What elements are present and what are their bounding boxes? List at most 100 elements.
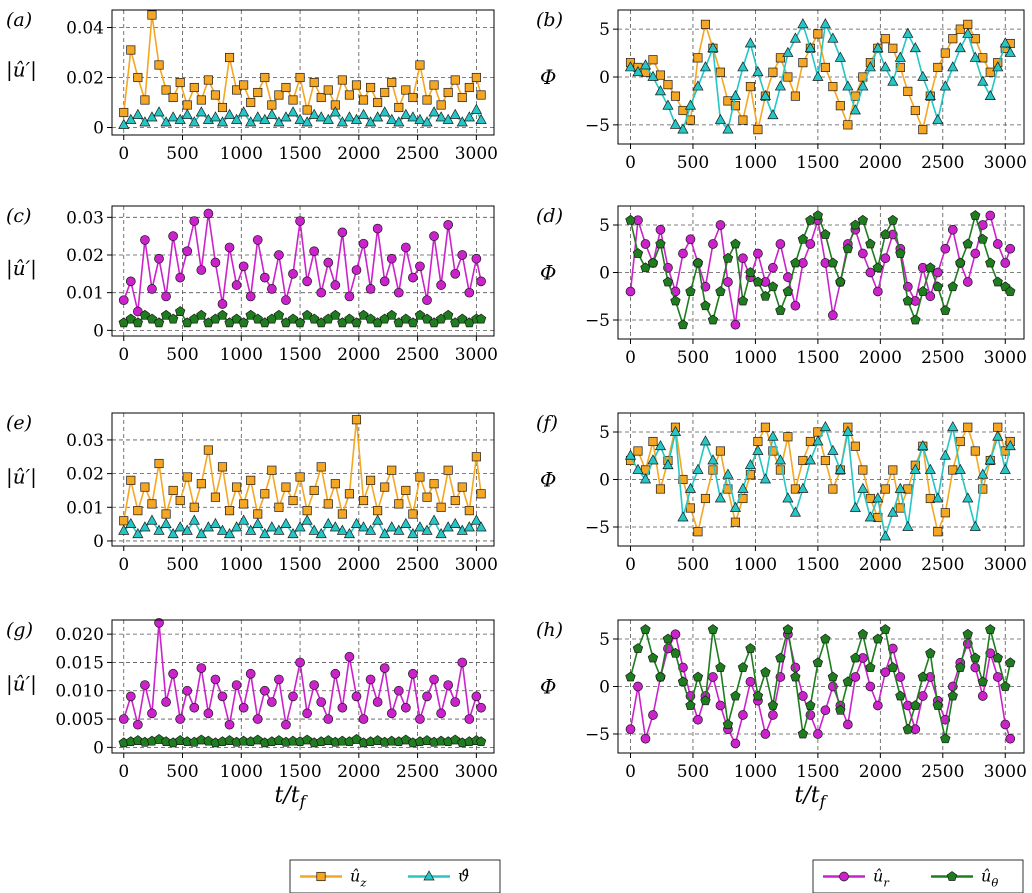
data-point	[827, 671, 839, 682]
data-point	[648, 710, 658, 720]
data-point	[281, 295, 291, 306]
data-point	[238, 702, 249, 713]
data-point	[707, 42, 719, 53]
data-point	[880, 667, 891, 678]
data-point	[443, 465, 453, 475]
data-point	[738, 710, 748, 720]
data-point	[947, 421, 959, 432]
data-point	[387, 77, 397, 88]
data-point	[977, 691, 988, 701]
legend-label: ûθ	[981, 867, 998, 890]
data-point	[909, 463, 921, 474]
data-point	[753, 436, 763, 447]
x-tick-label: 500	[677, 762, 709, 782]
legend-label: ϑ̂	[458, 867, 469, 886]
data-point	[323, 85, 333, 95]
data-point	[302, 105, 312, 115]
data-point	[978, 484, 988, 494]
data-point	[330, 479, 340, 489]
data-point	[421, 116, 433, 127]
data-point	[767, 430, 779, 441]
data-point	[722, 719, 734, 729]
data-point	[933, 527, 943, 537]
data-point	[246, 475, 256, 485]
data-point	[407, 111, 419, 122]
data-point	[457, 92, 467, 103]
data-point	[457, 482, 467, 492]
data-point	[442, 309, 454, 320]
data-point	[752, 444, 764, 455]
data-point	[344, 489, 354, 499]
data-point	[902, 520, 914, 531]
data-point	[707, 624, 719, 634]
data-point	[246, 97, 256, 108]
data-point	[992, 430, 1004, 441]
data-point	[699, 435, 712, 446]
data-point	[415, 60, 425, 70]
data-point	[196, 734, 207, 745]
data-point	[273, 309, 285, 320]
data-point	[842, 676, 854, 687]
data-point	[408, 272, 418, 283]
x-tick-label: 0	[625, 153, 636, 173]
x-tick-label: 1500	[278, 555, 321, 575]
data-point	[910, 700, 921, 710]
data-point	[895, 248, 906, 258]
data-point	[253, 87, 263, 98]
data-point	[181, 108, 193, 119]
data-point	[812, 70, 824, 81]
data-point	[1000, 719, 1011, 730]
data-point	[329, 521, 341, 532]
data-point	[790, 662, 801, 673]
data-point	[230, 521, 243, 532]
data-point	[805, 239, 816, 249]
y-tick-label: 0.02	[66, 465, 104, 485]
data-point	[457, 250, 468, 260]
y-axis-label: |û′|	[6, 465, 37, 490]
series-line	[629, 626, 1012, 739]
data-point	[436, 708, 446, 719]
data-point	[295, 72, 305, 83]
data-point	[146, 514, 158, 525]
data-point	[782, 46, 794, 57]
data-point	[933, 62, 943, 72]
data-point	[760, 729, 771, 739]
x-tick-label: 1000	[220, 144, 263, 164]
series-g-1	[118, 733, 487, 748]
data-point	[295, 657, 305, 668]
data-point	[723, 277, 733, 287]
panel-b: 0 500 1000 1500 2000 2500 3000 −5 0 5 (b) Φ	[536, 9, 1027, 173]
data-point	[464, 287, 475, 298]
data-point	[902, 27, 914, 38]
data-point	[379, 663, 390, 673]
data-point	[714, 492, 727, 503]
data-point	[692, 671, 704, 682]
y-axis-label: Φ	[540, 468, 556, 492]
data-point	[842, 80, 854, 91]
data-point	[684, 99, 697, 110]
data-point	[715, 446, 725, 456]
data-point	[708, 239, 718, 249]
data-point	[273, 524, 285, 535]
data-point	[203, 208, 214, 219]
y-tick-label: 0	[93, 321, 104, 341]
series-line	[629, 424, 1012, 535]
data-point	[947, 690, 958, 701]
data-point	[639, 473, 652, 484]
y-tick-label: 0.005	[55, 710, 104, 730]
data-point	[471, 452, 481, 462]
panel-label: (f)	[536, 412, 558, 434]
series-line	[629, 213, 1012, 325]
data-point	[364, 524, 377, 535]
data-point	[654, 85, 667, 96]
data-point	[393, 287, 404, 298]
data-point	[925, 291, 936, 302]
data-point	[408, 668, 418, 679]
data-point	[820, 633, 831, 644]
legend-marker	[423, 870, 435, 881]
x-tick-label: 1500	[796, 762, 839, 782]
data-point	[216, 116, 229, 127]
data-point	[723, 96, 733, 106]
data-point	[351, 691, 362, 702]
data-point	[737, 662, 749, 672]
